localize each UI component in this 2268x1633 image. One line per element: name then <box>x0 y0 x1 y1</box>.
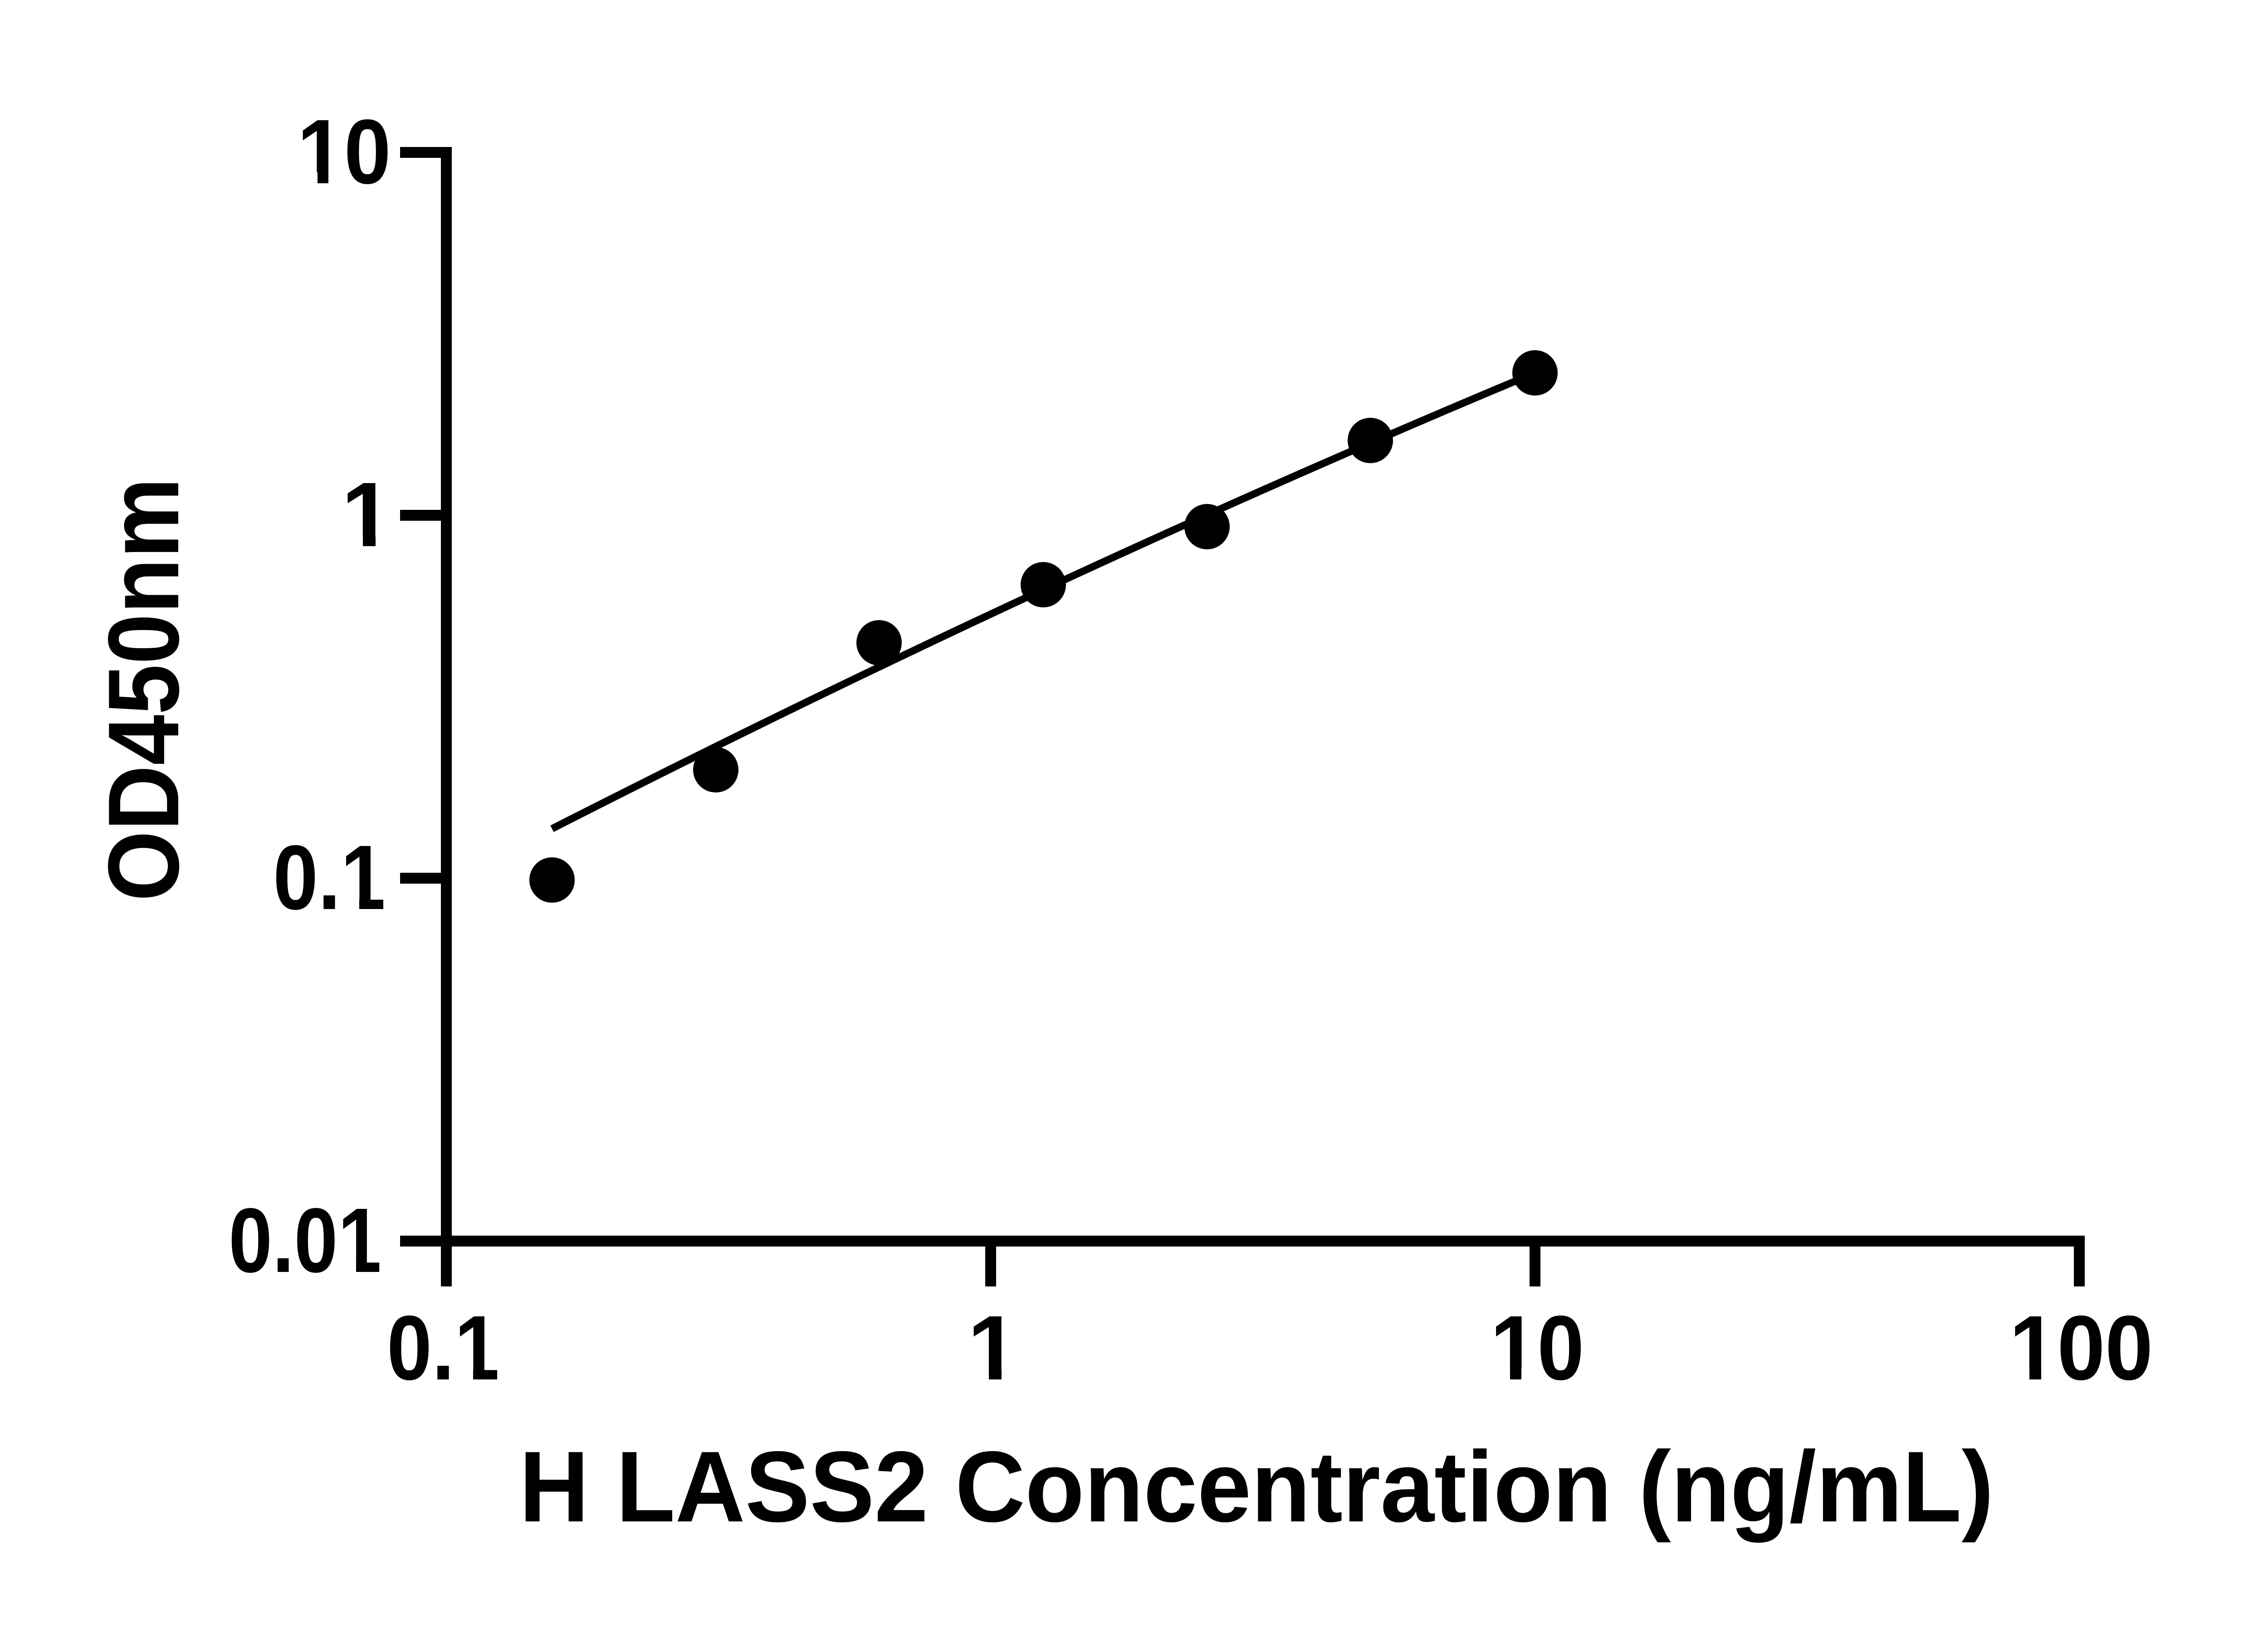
svg-text:H LASS2 Concentration (ng/mL): H LASS2 Concentration (ng/mL) <box>519 1431 1994 1543</box>
svg-text:10: 10 <box>1491 1296 1584 1399</box>
svg-text:100: 100 <box>2009 1296 2153 1399</box>
svg-text:OD450nm: OD450nm <box>88 478 200 901</box>
svg-text:1: 1 <box>968 1296 1018 1399</box>
svg-text:10: 10 <box>297 100 391 203</box>
svg-text:0.1: 0.1 <box>387 1296 499 1399</box>
svg-text:1: 1 <box>342 463 392 566</box>
svg-text:0.1: 0.1 <box>273 826 386 929</box>
svg-text:0.01: 0.01 <box>229 1189 381 1291</box>
